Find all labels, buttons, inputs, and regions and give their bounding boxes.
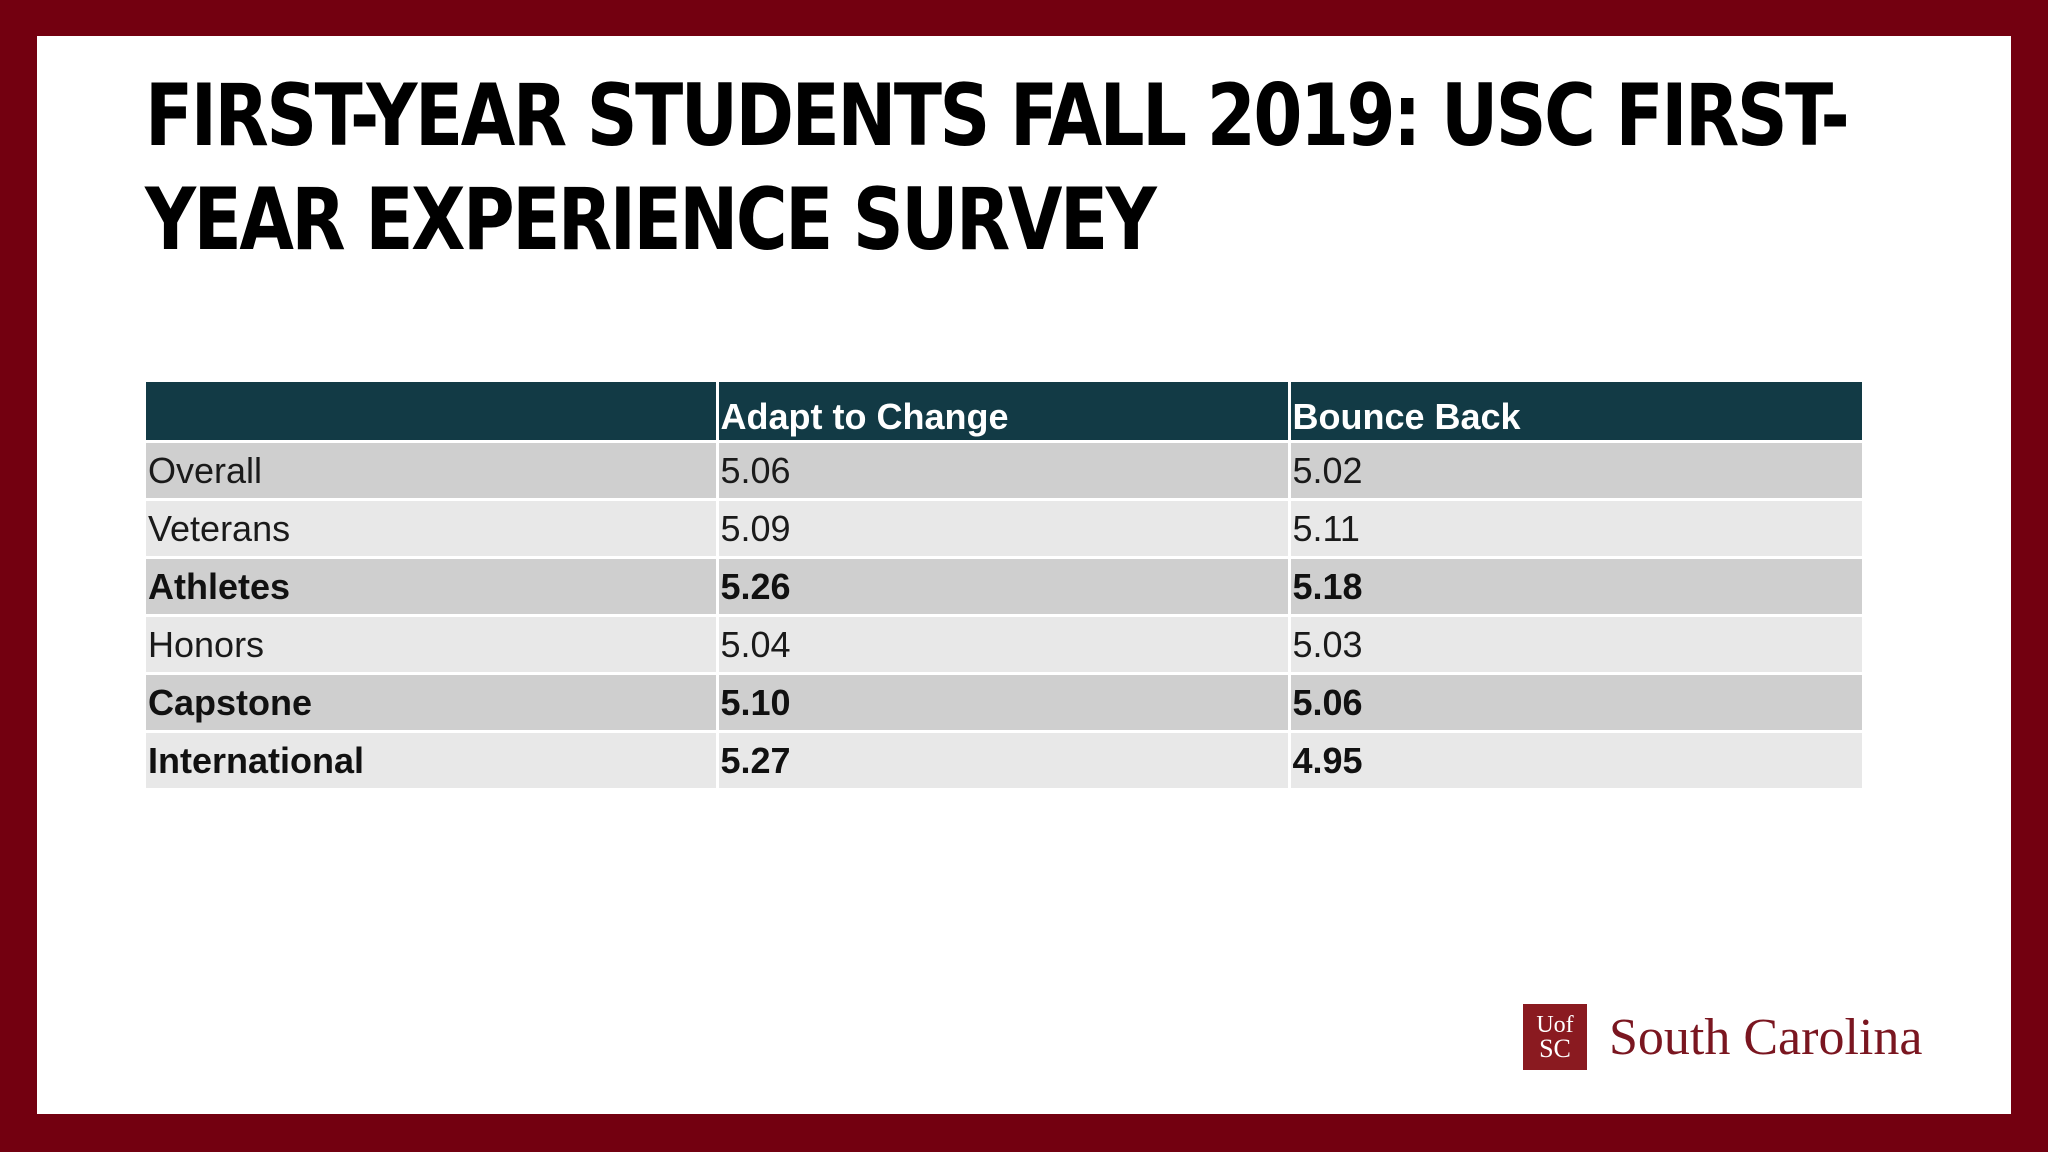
row-label: Overall: [146, 441, 717, 501]
usc-logo: Uof SC South Carolina: [1523, 1004, 1922, 1070]
logo-wordmark: South Carolina: [1609, 1008, 1923, 1066]
bounce-value: 5.06: [1287, 673, 1862, 733]
bounce-value: 5.03: [1287, 615, 1862, 675]
table-row: International 5.27 4.95: [146, 731, 1862, 791]
adapt-value: 5.04: [715, 615, 1289, 675]
table-row: Athletes 5.26 5.18: [146, 557, 1862, 617]
row-label: Veterans: [146, 499, 717, 559]
row-label: Athletes: [146, 557, 717, 617]
table-row: Overall 5.06 5.02: [146, 441, 1862, 501]
bounce-value: 4.95: [1287, 731, 1862, 791]
slide-title: FIRST-YEAR STUDENTS FALL 2019: USC FIRST…: [145, 66, 1850, 270]
header-cell-adapt-to-change: Adapt to Change: [715, 382, 1289, 443]
bounce-value: 5.02: [1287, 441, 1862, 501]
adapt-value: 5.06: [715, 441, 1289, 501]
row-label: International: [146, 731, 717, 791]
table-header-row: Adapt to Change Bounce Back: [146, 382, 1862, 443]
table-row: Honors 5.04 5.03: [146, 615, 1862, 675]
table-row: Veterans 5.09 5.11: [146, 499, 1862, 559]
logo-mark-top: Uof: [1536, 1012, 1574, 1038]
slide: FIRST-YEAR STUDENTS FALL 2019: USC FIRST…: [37, 36, 2011, 1114]
table-row: Capstone 5.10 5.06: [146, 673, 1862, 733]
header-cell-bounce-back: Bounce Back: [1287, 382, 1862, 443]
bounce-value: 5.11: [1287, 499, 1862, 559]
row-label: Capstone: [146, 673, 717, 733]
logo-mark-bottom: SC: [1539, 1034, 1571, 1063]
header-cell-group: [146, 382, 717, 443]
row-label: Honors: [146, 615, 717, 675]
results-table: Adapt to Change Bounce Back Overall 5.06…: [146, 382, 1862, 791]
uofsc-logo-icon: Uof SC: [1523, 1004, 1587, 1070]
bounce-value: 5.18: [1287, 557, 1862, 617]
adapt-value: 5.27: [715, 731, 1289, 791]
adapt-value: 5.26: [715, 557, 1289, 617]
adapt-value: 5.10: [715, 673, 1289, 733]
adapt-value: 5.09: [715, 499, 1289, 559]
